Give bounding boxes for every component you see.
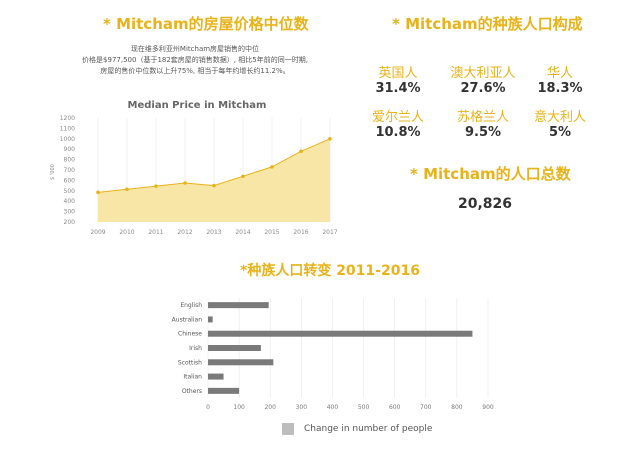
description-line-3: 房屋的售价中位数以上升75%, 相当于每年约增长约11.2%。 (100, 67, 290, 75)
area-xtick-label: 2009 (90, 229, 105, 236)
area-xtick-label: 2011 (148, 229, 163, 236)
ethnicity-name-english: 英国人 (378, 66, 418, 81)
area-data-point (183, 181, 187, 185)
area-ytick-label: 300 (64, 209, 76, 216)
area-data-point (270, 165, 274, 169)
description-line-2: 价格是$977,500（基于182套房屋的销售数据）, 相比5年前的同一时期, (82, 56, 308, 64)
ethnicity-title: * Mitcham的种族人口构成 (392, 15, 583, 33)
area-xtick-label: 2014 (235, 229, 250, 236)
area-ytick-label: 1000 (60, 136, 75, 143)
bar-category-label: English (180, 302, 202, 309)
bar-category-label: Australian (172, 316, 203, 323)
area-ytick-label: 1100 (60, 125, 75, 132)
bar-category-label: Scottish (178, 359, 202, 366)
bar-xtick-label: 800 (451, 404, 463, 411)
bar-xtick-label: 0 (206, 404, 210, 411)
ethnicity-name-italian: 意大利人 (533, 110, 586, 125)
area-ytick-label: 700 (64, 167, 76, 174)
bar-xtick-label: 200 (264, 404, 276, 411)
median-price-description: 现在维多利亚州Mitcham房屋销售的中位 价格是$977,500（基于182套… (50, 44, 340, 77)
ethnicity-value-chinese: 18.3% (537, 81, 583, 96)
bar-australian (208, 316, 213, 323)
bar-xtick-label: 600 (389, 404, 401, 411)
ethnicity-name-chinese: 华人 (546, 66, 573, 81)
area-chart-ylabel: $ '000 (50, 164, 56, 180)
area-xtick-label: 2012 (177, 229, 192, 236)
population-title: * Mitcham的人口总数 (410, 165, 571, 183)
area-xtick-label: 2017 (322, 229, 337, 236)
area-ytick-label: 500 (64, 188, 76, 195)
area-xtick-label: 2010 (119, 229, 134, 236)
bar-xtick-label: 700 (420, 404, 432, 411)
bar-category-label: Italian (183, 374, 202, 381)
ethnicity-name-scottish: 苏格兰人 (456, 110, 509, 125)
bar-xtick-label: 300 (296, 404, 308, 411)
bar-xtick-label: 100 (233, 404, 245, 411)
description-line-1: 现在维多利亚州Mitcham房屋销售的中位 (130, 45, 260, 53)
area-data-point (125, 187, 129, 192)
median-price-chart: Median Price in Mitcham $ '000 200 300 400… (50, 100, 338, 236)
bar-irish (208, 345, 261, 351)
area-xtick-label: 2013 (206, 229, 221, 236)
area-chart-title: Median Price in Mitcham (128, 100, 267, 111)
bar-italian (208, 373, 224, 380)
ethnicity-grid: 英国人 31.4% 澳大利亚人 27.6% 华人 18.3% 爱尔兰人 10.8… (358, 62, 618, 142)
area-ytick-label: 600 (64, 177, 76, 184)
area-ytick-label: 400 (64, 198, 76, 205)
ethnicity-value-italian: 5% (548, 125, 572, 140)
bar-xtick-label: 500 (358, 404, 370, 411)
bar-category-label: Others (182, 388, 202, 395)
area-data-point (241, 174, 245, 179)
area-data-point (154, 184, 158, 188)
population-value: 20,826 (457, 196, 513, 212)
ethnicity-value-english: 31.4% (375, 81, 421, 96)
area-ytick-label: 1200 (60, 115, 75, 122)
ethnicity-value-irish: 10.8% (375, 125, 421, 140)
area-xtick-label: 2016 (293, 229, 308, 236)
ethnicity-change-chart: English Australian Chinese Irish Scottish Ita… (172, 298, 494, 411)
area-ytick-label: 200 (64, 219, 76, 226)
ethnicity-value-australian: 27.6% (460, 81, 506, 96)
legend-swatch (282, 423, 294, 435)
ethnicity-value-scottish: 9.5% (464, 125, 502, 140)
bar-english (208, 302, 269, 309)
bar-xtick-label: 900 (482, 404, 494, 411)
area-data-point (212, 183, 216, 188)
area-ytick-label: 800 (64, 157, 76, 164)
bar-xtick-label: 400 (327, 404, 339, 411)
area-data-point (299, 149, 303, 154)
bar-category-label: Chinese (178, 331, 202, 338)
median-price-title: * Mitcham的房屋价格中位数 (103, 15, 309, 33)
area-xtick-label: 2015 (264, 229, 279, 236)
bar-chinese (208, 330, 473, 337)
bar-others (208, 387, 240, 394)
bar-category-label: Irish (189, 345, 202, 352)
area-data-point (96, 190, 100, 195)
area-series-fill (98, 138, 330, 222)
ethnicity-name-irish: 爱尔兰人 (371, 110, 424, 125)
legend-label: Change in number of people (304, 424, 433, 434)
area-data-point (328, 137, 332, 141)
ethnicity-change-title: *种族人口转变 2011-2016 (240, 263, 420, 279)
area-ytick-label: 900 (64, 146, 76, 153)
ethnicity-name-australian: 澳大利亚人 (450, 66, 516, 81)
bar-scottish (208, 359, 274, 366)
